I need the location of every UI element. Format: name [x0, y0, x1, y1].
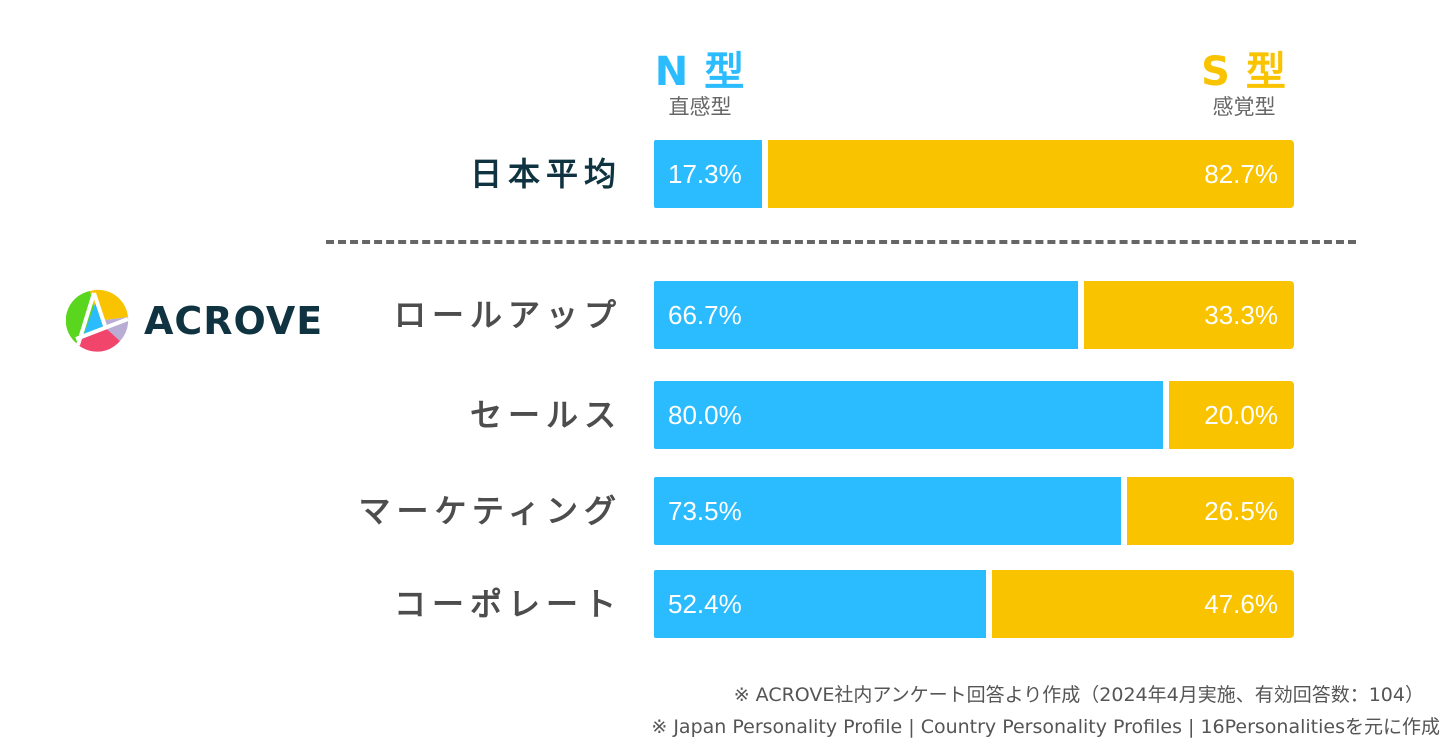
acrove-logo-mark-icon: [66, 289, 129, 352]
acrove-logo-text: ACROVE: [144, 299, 324, 343]
acrove-logo: ACROVE: [66, 288, 336, 354]
bar-s-type: [1127, 477, 1294, 545]
value-label-s: 26.5%: [1204, 496, 1278, 526]
value-label-n: 80.0%: [668, 400, 742, 430]
bar-n-type: [654, 381, 1163, 449]
footnote-survey: ※ ACROVE社内アンケート回答より作成（2024年4月実施、有効回答数：10…: [733, 684, 1424, 706]
bar-n-type: [654, 140, 762, 208]
bar-n-type: [654, 281, 1078, 349]
legend-s-type: S 型 感覚型: [1192, 50, 1296, 120]
legend-n-subtitle: 直感型: [668, 95, 732, 119]
bar-n-type: [654, 477, 1121, 545]
value-label-s: 82.7%: [1204, 159, 1278, 189]
value-label-s: 33.3%: [1204, 300, 1278, 330]
bar-s-type: [1169, 381, 1294, 449]
category-label: マーケティング: [358, 492, 622, 530]
bar-n-type: [654, 570, 986, 638]
category-label: コーポレート: [393, 585, 622, 623]
value-label-s: 20.0%: [1204, 400, 1278, 430]
bar-s-type: [768, 140, 1294, 208]
footnote-source: ※ Japan Personality Profile | Country Pe…: [651, 716, 1440, 738]
group-divider: [326, 240, 1356, 244]
category-label: ロールアップ: [393, 296, 622, 334]
value-label-n: 52.4%: [668, 589, 742, 619]
value-label-n: 17.3%: [668, 159, 742, 189]
category-label: セールス: [469, 396, 622, 434]
category-label: 日本平均: [469, 155, 622, 193]
legend-n-title: N 型: [654, 49, 746, 95]
bar-s-type: [992, 570, 1294, 638]
legend-s-title: S 型: [1201, 49, 1287, 95]
legend-n-type: N 型 直感型: [648, 50, 752, 120]
value-label-n: 66.7%: [668, 300, 742, 330]
value-label-n: 73.5%: [668, 496, 742, 526]
value-label-s: 47.6%: [1204, 589, 1278, 619]
bar-s-type: [1084, 281, 1294, 349]
legend-s-subtitle: 感覚型: [1212, 95, 1276, 119]
